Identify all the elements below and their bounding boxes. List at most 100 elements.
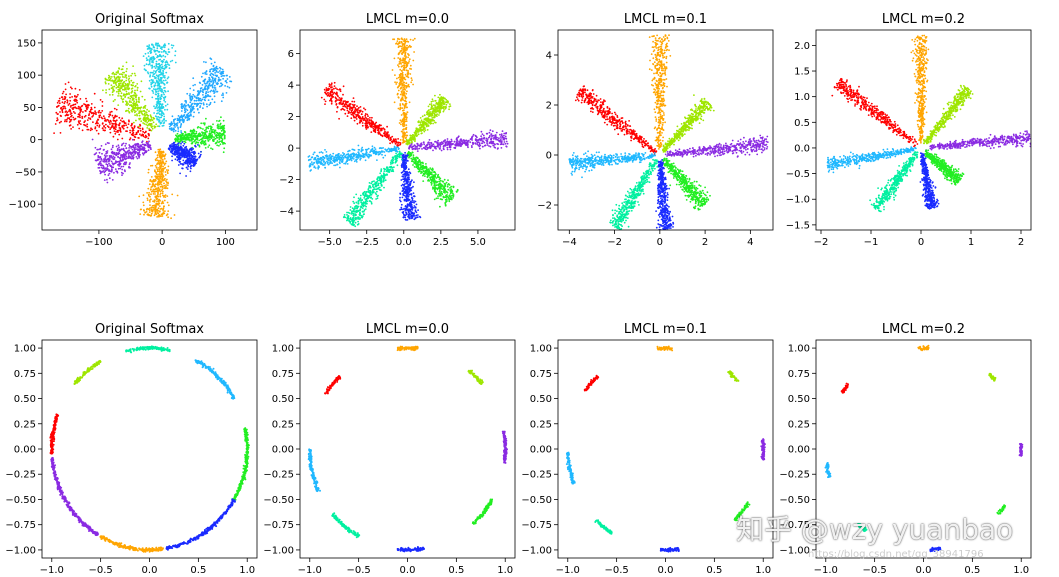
- data-point: [122, 149, 125, 151]
- data-point: [66, 101, 69, 104]
- data-point: [500, 133, 503, 136]
- data-point: [145, 57, 148, 59]
- data-point: [209, 101, 212, 104]
- data-point: [189, 101, 192, 104]
- data-point: [118, 78, 121, 80]
- data-point: [98, 116, 101, 119]
- data-point: [148, 110, 150, 113]
- data-point: [493, 146, 496, 149]
- data-point: [154, 175, 157, 178]
- data-point: [138, 148, 141, 151]
- data-point: [222, 131, 225, 134]
- data-point: [165, 60, 168, 62]
- data-point: [486, 144, 489, 146]
- data-point: [148, 118, 151, 121]
- data-point: [199, 82, 202, 84]
- data-point: [142, 153, 145, 156]
- data-point: [364, 114, 367, 117]
- data-point: [407, 73, 409, 76]
- data-point: [146, 71, 149, 73]
- data-point: [160, 189, 163, 192]
- data-point: [210, 147, 212, 150]
- data-point: [186, 109, 189, 112]
- data-point: [118, 127, 121, 129]
- data-point: [142, 194, 145, 197]
- data-point: [214, 74, 217, 77]
- data-point: [125, 157, 128, 160]
- data-point: [204, 71, 207, 74]
- data-point: [120, 73, 123, 75]
- data-point: [105, 89, 107, 91]
- data-point: [445, 106, 447, 109]
- data-point: [221, 68, 224, 71]
- data-point: [94, 159, 97, 162]
- data-point: [157, 75, 160, 78]
- data-point: [162, 44, 165, 47]
- data-point: [189, 108, 192, 110]
- data-point: [108, 74, 110, 77]
- data-point: [166, 81, 169, 84]
- data-point: [492, 140, 495, 143]
- data-point: [404, 48, 407, 51]
- data-point: [131, 94, 134, 97]
- data-point: [162, 119, 165, 121]
- data-point: [139, 90, 142, 93]
- data-point: [207, 91, 210, 93]
- data-point: [202, 80, 205, 83]
- data-point: [68, 102, 71, 105]
- data-point: [483, 141, 486, 144]
- data-point: [190, 132, 193, 135]
- data-point: [399, 142, 402, 145]
- data-point: [148, 134, 150, 137]
- data-point: [160, 81, 163, 84]
- data-point: [188, 152, 190, 154]
- data-point: [380, 124, 382, 127]
- data-point: [66, 118, 68, 121]
- data-point: [119, 128, 122, 131]
- data-point: [359, 121, 361, 124]
- data-point: [81, 117, 84, 119]
- data-point: [335, 97, 338, 100]
- data-point: [85, 105, 88, 108]
- data-point: [74, 100, 76, 102]
- data-point: [133, 94, 136, 97]
- data-point: [143, 109, 146, 112]
- data-point: [334, 87, 337, 89]
- data-point: [330, 99, 333, 102]
- data-point: [151, 96, 154, 99]
- data-point: [214, 78, 217, 80]
- data-point: [220, 75, 223, 78]
- data-point: [100, 162, 102, 165]
- data-point: [163, 58, 165, 61]
- data-point: [412, 39, 414, 41]
- axes-frame: [41, 29, 258, 231]
- data-point: [169, 147, 172, 149]
- data-point: [156, 65, 158, 68]
- data-point: [158, 160, 160, 163]
- data-point: [147, 171, 150, 174]
- data-point: [372, 125, 375, 128]
- data-point: [127, 154, 130, 156]
- data-point: [159, 85, 162, 88]
- data-point: [424, 123, 427, 126]
- data-point: [98, 126, 101, 128]
- data-point: [379, 133, 382, 136]
- data-point: [338, 102, 341, 105]
- data-point: [120, 171, 123, 174]
- data-point: [151, 66, 154, 68]
- data-point: [151, 127, 154, 130]
- data-point: [108, 79, 111, 81]
- data-point: [154, 169, 156, 172]
- data-point: [128, 93, 131, 95]
- data-point: [157, 77, 160, 80]
- data-point: [434, 104, 436, 107]
- data-point: [399, 103, 402, 105]
- data-point: [402, 88, 404, 91]
- data-point: [141, 147, 144, 150]
- data-point: [119, 95, 122, 97]
- data-point: [110, 110, 113, 113]
- data-point: [123, 152, 125, 155]
- data-point: [396, 93, 399, 96]
- data-point: [174, 126, 177, 128]
- data-point: [415, 135, 418, 138]
